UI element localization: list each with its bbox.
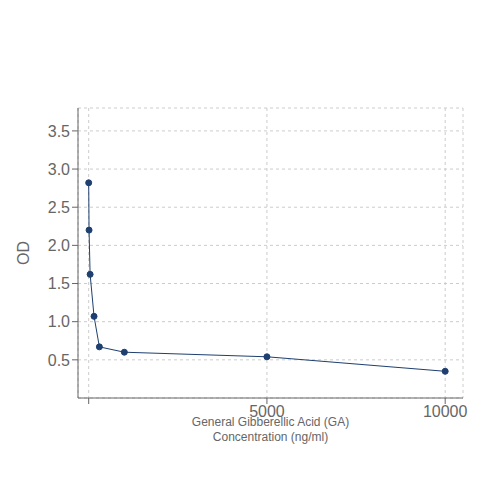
svg-text:10000: 10000 xyxy=(423,403,468,420)
svg-text:OD: OD xyxy=(15,241,32,265)
svg-text:1.5: 1.5 xyxy=(48,275,70,292)
html-text:Concentration (ng/ml): Concentration (ng/ml) xyxy=(212,430,329,444)
svg-text:2.0: 2.0 xyxy=(48,237,70,254)
svg-text:3.5: 3.5 xyxy=(48,123,70,140)
svg-text:3.0: 3.0 xyxy=(48,161,70,178)
svg-text:2.5: 2.5 xyxy=(48,199,70,216)
svg-text:5000: 5000 xyxy=(249,403,285,420)
html-text:General Gibberellic Acid (GA): General Gibberellic Acid (GA) xyxy=(191,415,350,429)
svg-text:0.5: 0.5 xyxy=(48,352,70,369)
svg-text:1.0: 1.0 xyxy=(48,313,70,330)
